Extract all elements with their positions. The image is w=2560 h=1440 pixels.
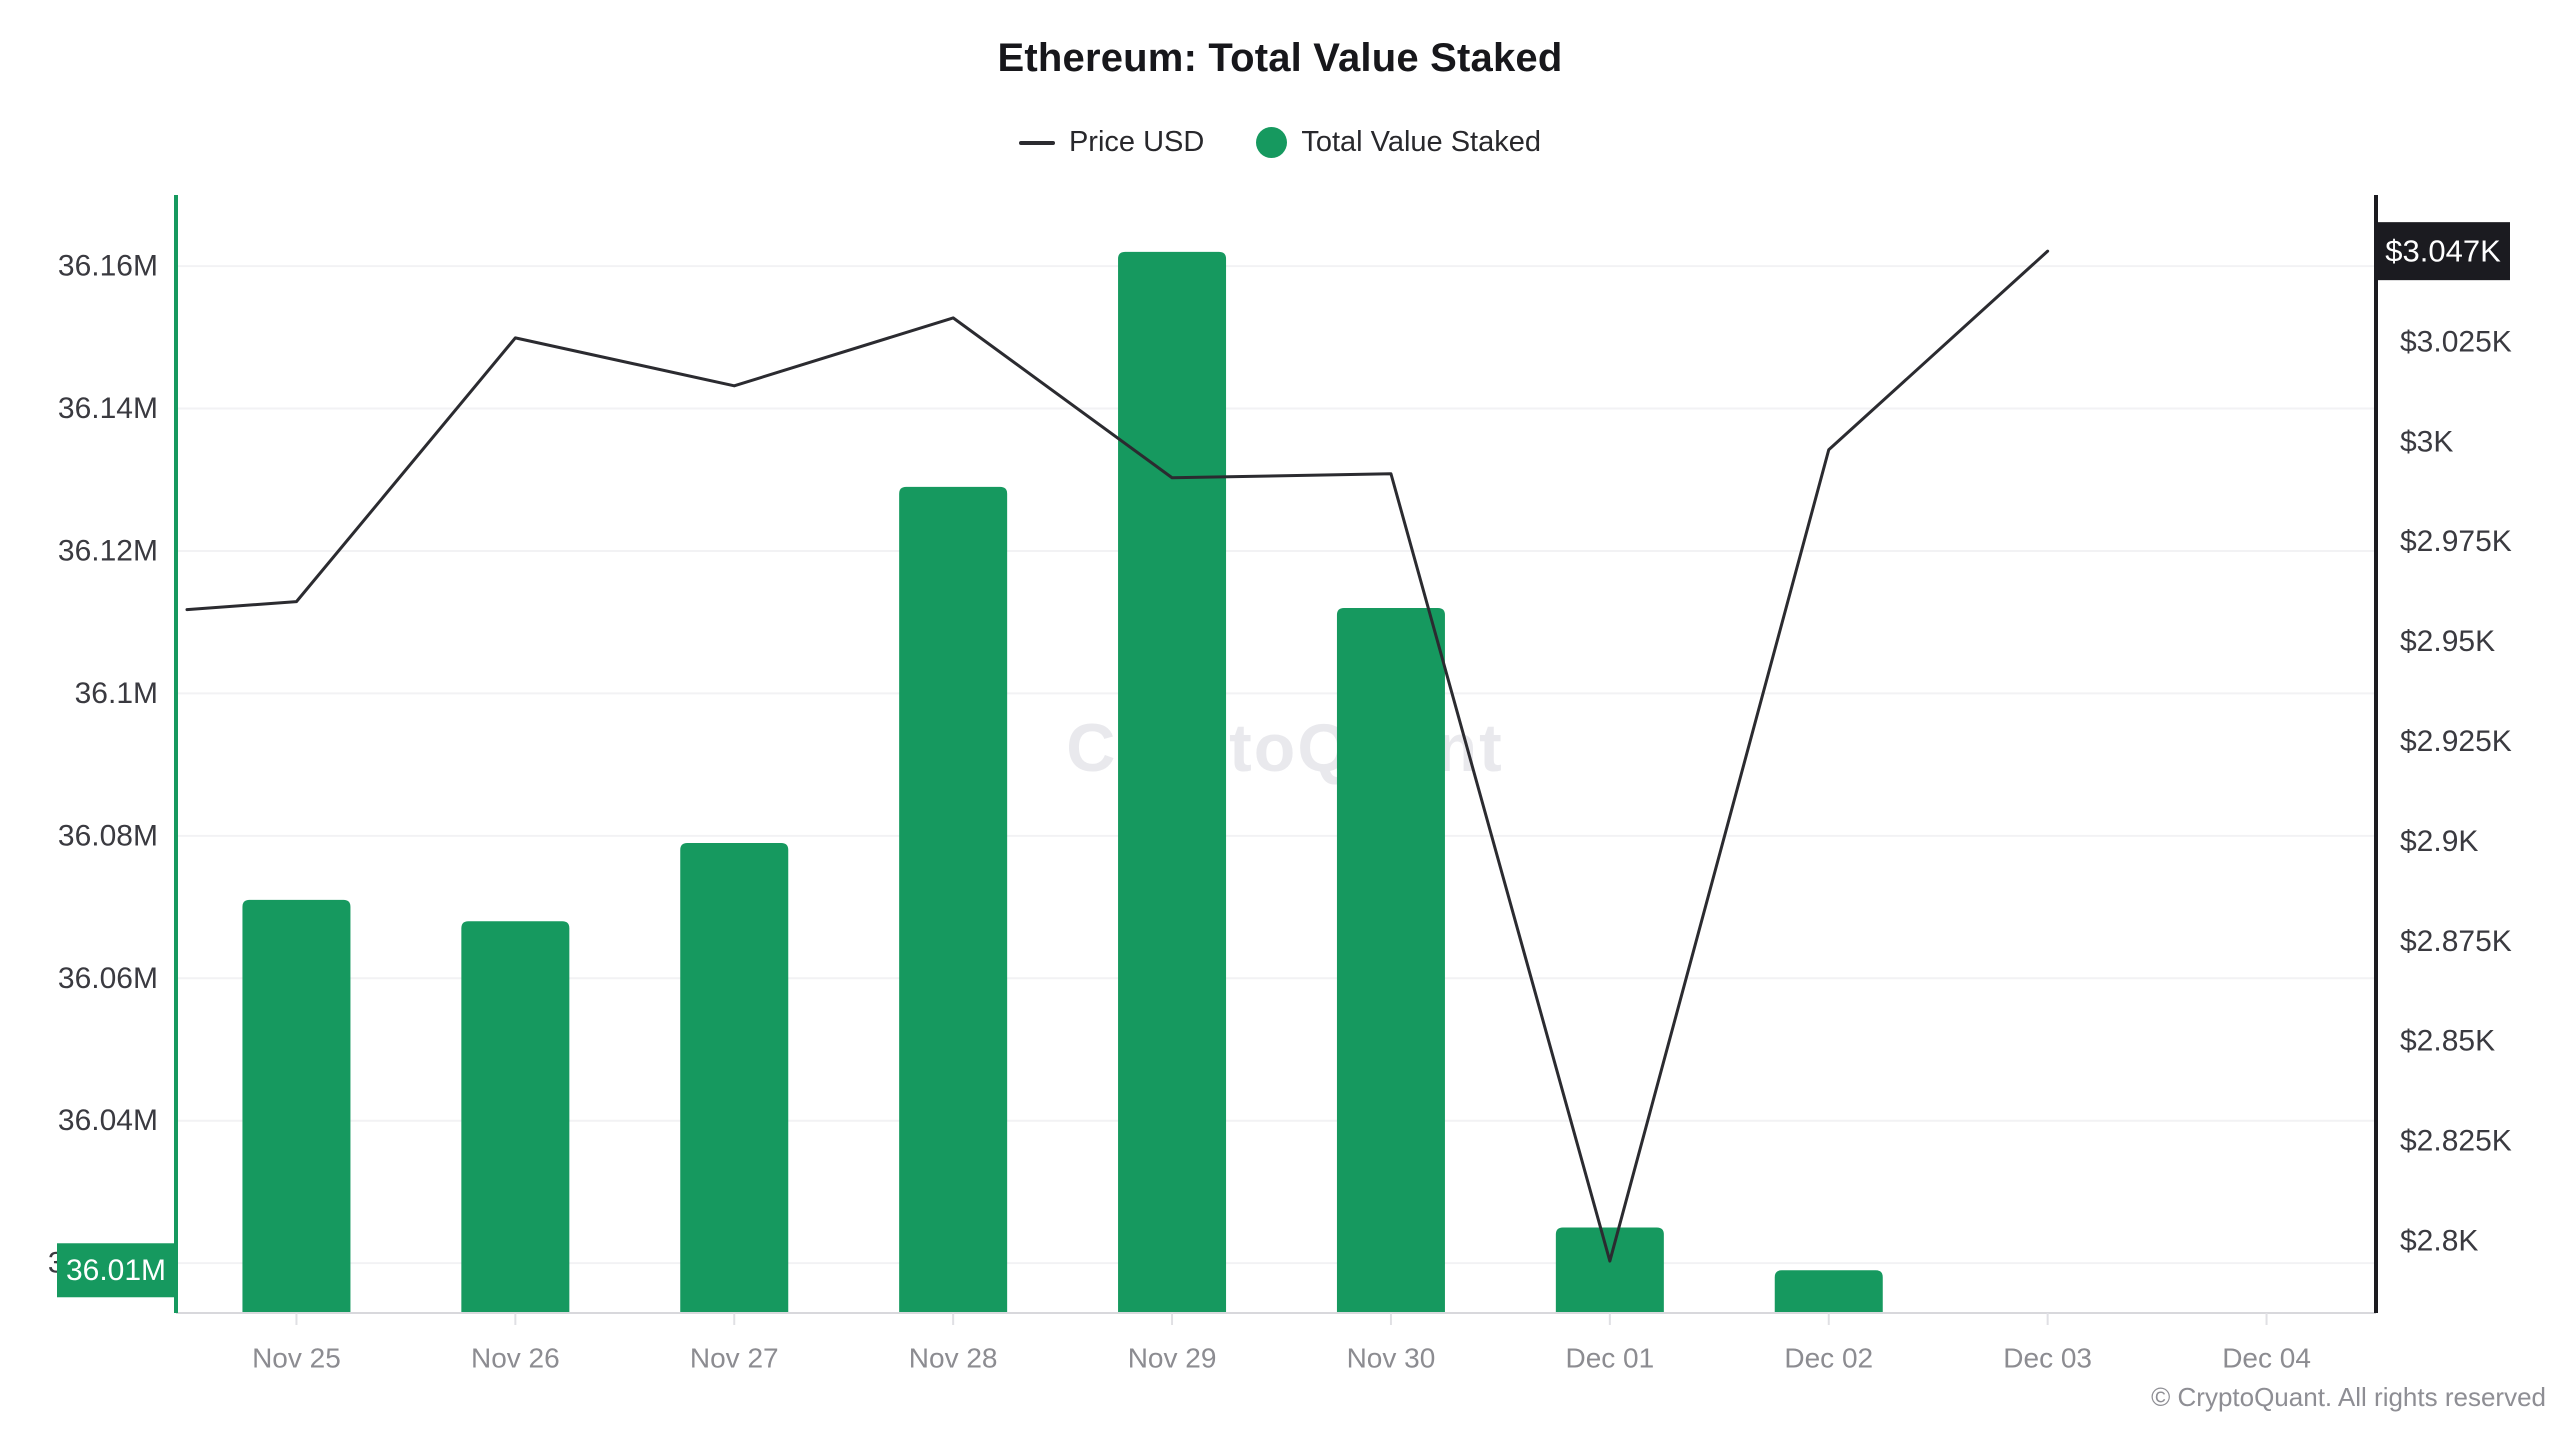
right-axis-label--2-975k: $2.975K <box>2400 525 2512 558</box>
bar-dec-01[interactable] <box>1555 1227 1664 1313</box>
x-label-nov-25: Nov 25 <box>252 1343 341 1374</box>
price-value-badge-label: $3.047K <box>2385 234 2501 269</box>
left-axis-label-36-06m: 36.06M <box>58 962 158 995</box>
price-value-badge <box>2376 222 2510 281</box>
left-axis-label-36-12m: 36.12M <box>58 534 158 567</box>
right-axis-label--2-8k: $2.8K <box>2400 1225 2478 1258</box>
price-usd-line[interactable] <box>185 249 2050 1263</box>
right-axis-label--2-925k: $2.925K <box>2400 725 2512 758</box>
right-axis-label--3-025k: $3.025K <box>2400 325 2512 358</box>
page-title: Ethereum: Total Value Staked <box>997 36 1563 80</box>
legend-item-total-value-staked[interactable]: Total Value Staked <box>1256 126 1541 159</box>
right-axis-label--2-85k: $2.85K <box>2400 1025 2495 1058</box>
right-axis-label--3k: $3K <box>2400 425 2453 458</box>
staked-circle-marker-icon <box>1256 127 1288 158</box>
legend-label-total-value-staked: Total Value Staked <box>1301 126 1542 158</box>
x-label-nov-26: Nov 26 <box>471 1343 560 1374</box>
bar-dec-02[interactable] <box>1774 1270 1883 1313</box>
legend-item-price-usd[interactable]: Price USD <box>1018 126 1205 159</box>
x-label-nov-29: Nov 29 <box>1128 1343 1217 1374</box>
left-axis-label-36-14m: 36.14M <box>58 392 158 425</box>
bar-nov-28[interactable] <box>899 486 1008 1313</box>
x-label-dec-01: Dec 01 <box>1565 1343 1654 1374</box>
right-axis-label--2-9k: $2.9K <box>2400 825 2478 858</box>
staked-value-badge <box>57 1243 175 1298</box>
right-axis-label--2-825k: $2.825K <box>2400 1125 2512 1158</box>
x-label-dec-03: Dec 03 <box>2003 1343 2092 1374</box>
x-label-dec-04: Dec 04 <box>2222 1343 2311 1374</box>
copyright-notice: © CryptoQuant. All rights reserved <box>2151 1382 2546 1412</box>
x-label-nov-28: Nov 28 <box>909 1343 998 1374</box>
x-label-dec-02: Dec 02 <box>1784 1343 1873 1374</box>
bar-nov-30[interactable] <box>1336 607 1445 1313</box>
right-axis-label--2-875k: $2.875K <box>2400 925 2512 958</box>
bar-nov-29[interactable] <box>1118 251 1227 1314</box>
x-label-nov-27: Nov 27 <box>690 1343 779 1374</box>
bar-nov-25[interactable] <box>242 899 351 1313</box>
legend-label-price-usd: Price USD <box>1068 126 1205 158</box>
bar-nov-27[interactable] <box>680 842 789 1313</box>
x-label-nov-30: Nov 30 <box>1347 1343 1436 1374</box>
left-axis-label-36-08m: 36.08M <box>58 819 158 852</box>
price-line-marker-icon <box>1018 140 1055 145</box>
left-axis-label-36-1m: 36.1M <box>75 677 158 710</box>
bar-nov-26[interactable] <box>461 921 570 1313</box>
left-axis-label-36-16m: 36.16M <box>58 250 158 283</box>
left-axis-label-36-04m: 36.04M <box>58 1104 158 1137</box>
staked-value-badge-label: 36.01M <box>66 1254 166 1287</box>
chart-legend: Price USD Total Value Staked <box>0 126 2560 159</box>
right-axis-label--2-95k: $2.95K <box>2400 625 2495 658</box>
